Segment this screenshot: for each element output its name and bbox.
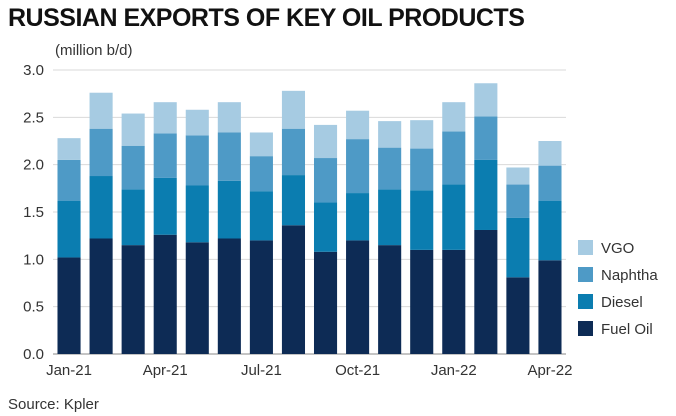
x-tick-label: Apr-21 bbox=[143, 362, 188, 379]
bar-segment-naphtha bbox=[474, 116, 498, 160]
bar-segment-vgo bbox=[153, 102, 177, 134]
y-tick-label: 0.5 bbox=[23, 299, 44, 316]
legend-swatch bbox=[578, 240, 593, 255]
bar-segment-fuel-oil bbox=[281, 225, 306, 354]
bar-segment-fuel-oil bbox=[57, 257, 81, 354]
bar-segment-diesel bbox=[57, 200, 81, 258]
bar-segment-naphtha bbox=[313, 158, 338, 203]
legend-label: Diesel bbox=[601, 294, 643, 311]
bar-segment-fuel-oil bbox=[313, 251, 338, 354]
bar-segment-naphtha bbox=[185, 135, 209, 186]
bar-segment-diesel bbox=[410, 190, 434, 250]
bar-segment-vgo bbox=[57, 138, 81, 160]
bar-segment-fuel-oil bbox=[442, 249, 466, 354]
x-tick-label: Jan-21 bbox=[46, 362, 92, 379]
bar-segment-diesel bbox=[121, 189, 145, 246]
bar-segment-diesel bbox=[249, 191, 273, 241]
chart-title: RUSSIAN EXPORTS OF KEY OIL PRODUCTS bbox=[8, 4, 525, 32]
bar-segment-vgo bbox=[378, 121, 402, 148]
legend-label: Fuel Oil bbox=[601, 321, 653, 338]
bar-segment-diesel bbox=[89, 176, 113, 239]
bar-segment-fuel-oil bbox=[506, 277, 530, 354]
bar-segment-naphtha bbox=[442, 131, 466, 185]
legend-swatch bbox=[578, 321, 593, 336]
bar-segment-naphtha bbox=[153, 133, 177, 178]
bar-segment-fuel-oil bbox=[378, 245, 402, 354]
bar-segment-vgo bbox=[346, 110, 370, 140]
bar-segment-fuel-oil bbox=[474, 229, 498, 354]
x-tick-label: Apr-22 bbox=[527, 362, 572, 379]
bar-segment-vgo bbox=[121, 113, 145, 146]
bar-segment-fuel-oil bbox=[249, 240, 273, 354]
bar-segment-diesel bbox=[474, 159, 498, 230]
y-tick-label: 2.0 bbox=[23, 157, 44, 174]
legend: VGO Naphtha Diesel Fuel Oil bbox=[578, 240, 658, 338]
bar-segment-naphtha bbox=[89, 128, 113, 177]
x-tick-label: Oct-21 bbox=[335, 362, 380, 379]
legend-label: Naphtha bbox=[601, 267, 658, 284]
legend-label: VGO bbox=[601, 240, 634, 257]
y-axis-unit-label: (million b/d) bbox=[55, 42, 133, 59]
bar-segment-naphtha bbox=[217, 132, 241, 181]
bar-segment-naphtha bbox=[346, 139, 370, 194]
bar-segment-diesel bbox=[378, 189, 402, 246]
bar-segment-diesel bbox=[346, 193, 370, 241]
y-tick-label: 1.5 bbox=[23, 204, 44, 221]
bar-segment-diesel bbox=[538, 200, 562, 261]
bar-segment-fuel-oil bbox=[153, 234, 177, 354]
bar-segment-naphtha bbox=[378, 147, 402, 190]
bar-segment-fuel-oil bbox=[538, 260, 562, 354]
bar-segment-diesel bbox=[217, 180, 241, 239]
y-axis-ticks: 0.0 0.5 1.0 1.5 2.0 2.5 3.0 bbox=[23, 62, 44, 363]
bar-segment-diesel bbox=[153, 177, 177, 235]
bar-segment-naphtha bbox=[249, 156, 273, 192]
bar-segment-fuel-oil bbox=[217, 238, 241, 354]
y-tick-label: 0.0 bbox=[23, 346, 44, 363]
x-axis-ticks: Jan-21 Apr-21 Jul-21 Oct-21 Jan-22 Apr-22 bbox=[46, 362, 572, 379]
bar-segment-vgo bbox=[474, 83, 498, 117]
bar-segment-vgo bbox=[506, 167, 530, 185]
source-note: Source: Kpler bbox=[8, 396, 99, 413]
bar-segment-vgo bbox=[313, 124, 338, 159]
bar-segment-naphtha bbox=[121, 145, 145, 190]
bar-segment-vgo bbox=[217, 102, 241, 133]
bar-segment-vgo bbox=[249, 132, 273, 157]
bar-segment-vgo bbox=[281, 90, 306, 129]
bar-segment-vgo bbox=[442, 102, 466, 132]
bar-segment-naphtha bbox=[57, 159, 81, 201]
y-tick-label: 1.0 bbox=[23, 251, 44, 268]
bar-segment-fuel-oil bbox=[121, 245, 145, 354]
bar-segment-vgo bbox=[538, 141, 562, 166]
bar-segment-vgo bbox=[185, 109, 209, 136]
x-tick-label: Jan-22 bbox=[431, 362, 477, 379]
bar-segment-diesel bbox=[281, 175, 306, 226]
bar-segment-vgo bbox=[89, 92, 113, 129]
bar-segment-naphtha bbox=[538, 165, 562, 201]
bar-segment-naphtha bbox=[410, 148, 434, 191]
bar-segment-diesel bbox=[185, 185, 209, 243]
bar-segment-fuel-oil bbox=[89, 238, 113, 354]
bar-segment-fuel-oil bbox=[346, 240, 370, 354]
bar-segment-vgo bbox=[410, 120, 434, 149]
y-tick-label: 2.5 bbox=[23, 109, 44, 126]
legend-swatch bbox=[578, 267, 593, 282]
bar-segment-diesel bbox=[442, 184, 466, 250]
bar-segment-naphtha bbox=[281, 128, 306, 176]
bars bbox=[57, 83, 562, 354]
bar-segment-diesel bbox=[313, 202, 338, 252]
bar-segment-naphtha bbox=[506, 184, 530, 218]
y-tick-label: 3.0 bbox=[23, 62, 44, 79]
bar-segment-diesel bbox=[506, 217, 530, 278]
bar-segment-fuel-oil bbox=[185, 242, 209, 354]
legend-swatch bbox=[578, 294, 593, 309]
x-tick-label: Jul-21 bbox=[241, 362, 282, 379]
bar-segment-fuel-oil bbox=[410, 249, 434, 354]
